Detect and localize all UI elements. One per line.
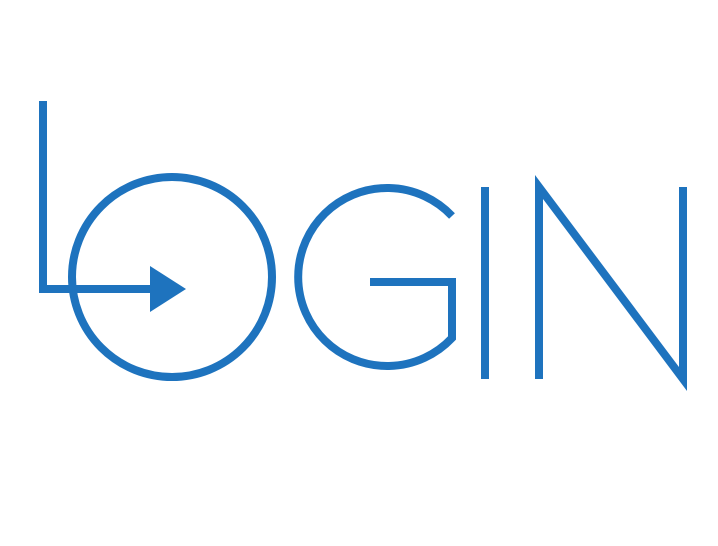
logo-letter-o — [68, 173, 276, 381]
login-arrow-head — [150, 266, 186, 312]
login-arrow-icon — [39, 101, 150, 293]
logo-letter-g — [294, 184, 456, 370]
logo-letter-n — [535, 175, 687, 391]
